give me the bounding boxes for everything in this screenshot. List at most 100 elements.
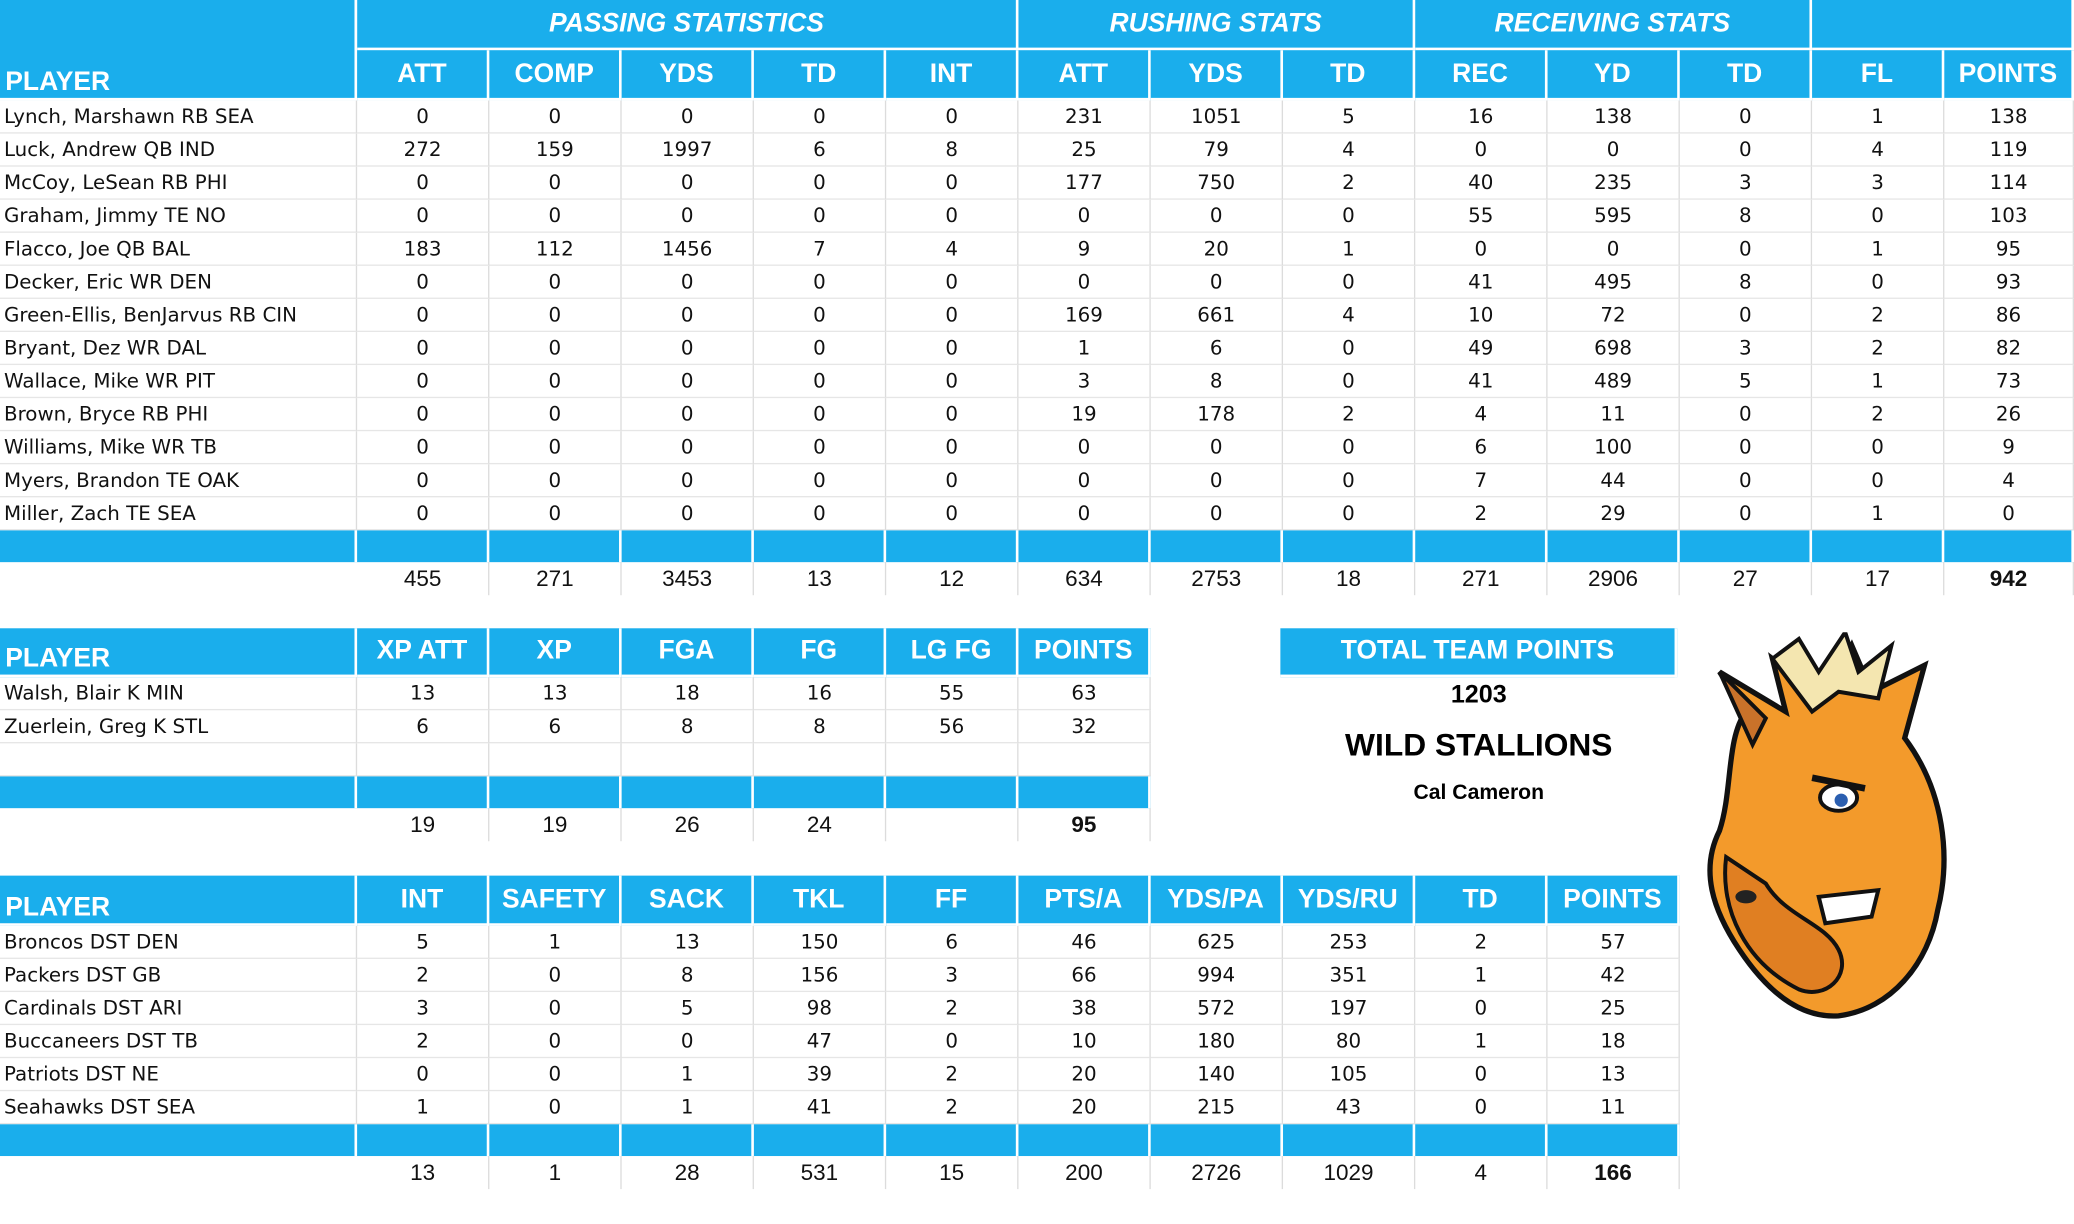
stat-cell: 0 (1679, 100, 1813, 134)
player-name: Bryant, Dez WR DAL (0, 331, 358, 366)
blue-bar (489, 1124, 622, 1157)
stat-cell: 0 (621, 398, 754, 432)
stat-cell: 3 (1679, 166, 1813, 200)
stat-cell: 0 (753, 199, 887, 233)
stat-cell: 82 (1944, 331, 2074, 366)
total-cell: 531 (754, 1156, 887, 1190)
stat-cell: 156 (753, 958, 887, 993)
stat-cell: 57 (1547, 925, 1680, 959)
stat-cell: 8 (1679, 199, 1813, 233)
stat-cell: 661 (1150, 298, 1284, 332)
stat-cell: 44 (1547, 464, 1680, 498)
stat-cell: 1456 (621, 232, 754, 266)
stat-cell: 183 (357, 232, 490, 266)
stat-cell: 0 (1415, 133, 1548, 167)
total-cell: 3453 (622, 562, 754, 596)
team-name: WILD STALLIONS (1345, 727, 1613, 764)
stat-cell: 6 (753, 133, 887, 167)
total-cell: 1029 (1283, 1156, 1416, 1190)
stat-cell: 0 (357, 1058, 490, 1092)
stat-cell: 0 (1679, 431, 1813, 465)
empty-cell (753, 743, 887, 777)
blue-bar (1547, 1124, 1680, 1157)
blue-bar (1283, 1124, 1416, 1157)
stat-cell: 72 (1547, 298, 1680, 332)
stat-cell: 20 (1018, 1091, 1151, 1125)
stat-cell: 1 (1812, 365, 1945, 399)
blue-bar (0, 1124, 358, 1157)
total-cell: 15 (886, 1156, 1019, 1190)
stat-cell: 5 (1679, 365, 1813, 399)
empty-cell (357, 743, 490, 777)
stat-cell: 0 (753, 398, 887, 432)
blue-bar (621, 1124, 754, 1157)
column-header: TKL (753, 875, 887, 926)
total-cell: 942 (1944, 562, 2074, 596)
total-cell: 28 (622, 1156, 754, 1190)
stat-cell: 13 (357, 677, 490, 711)
player-name: Patriots DST NE (0, 1058, 358, 1092)
stat-cell: 0 (886, 100, 1019, 134)
stat-cell: 0 (621, 464, 754, 498)
stat-cell: 114 (1944, 166, 2074, 200)
column-header: TD (753, 50, 887, 101)
player-name: Graham, Jimmy TE NO (0, 199, 358, 233)
group-header: PASSING STATISTICS (357, 0, 1019, 51)
stat-cell: 0 (1283, 331, 1416, 366)
stat-cell: 1 (1018, 331, 1151, 366)
column-header: FG (753, 628, 887, 678)
player-name: Lynch, Marshawn RB SEA (0, 100, 358, 134)
player-name: Green-Ellis, BenJarvus RB CIN (0, 298, 358, 332)
stat-cell: 0 (1283, 497, 1416, 531)
stat-cell: 0 (1018, 497, 1151, 531)
stat-cell: 0 (489, 398, 622, 432)
stat-cell: 0 (1679, 497, 1813, 531)
stat-cell: 177 (1018, 166, 1151, 200)
player-name: Buccaneers DST TB (0, 1025, 358, 1059)
stat-cell: 0 (886, 199, 1019, 233)
player-name: McCoy, LeSean RB PHI (0, 166, 358, 200)
column-header: FL (1812, 50, 1945, 101)
blue-bar (886, 530, 1019, 563)
stat-cell: 100 (1547, 431, 1680, 465)
stat-cell: 0 (621, 431, 754, 465)
empty-cell (886, 743, 1019, 777)
blue-bar (357, 776, 490, 809)
stat-cell: 20 (1018, 1058, 1151, 1092)
stat-cell: 2 (1415, 497, 1548, 531)
blue-bar (753, 530, 887, 563)
stat-cell: 32 (1018, 710, 1151, 744)
blue-bar (357, 530, 490, 563)
stat-cell: 0 (1415, 1091, 1548, 1125)
blue-bar (1944, 530, 2074, 563)
blue-bar (753, 1124, 887, 1157)
column-header: PLAYER (0, 875, 358, 926)
stat-cell: 0 (1283, 199, 1416, 233)
stat-cell: 0 (1018, 265, 1151, 299)
column-header: INT (357, 875, 490, 926)
stat-cell: 6 (489, 710, 622, 744)
column-header: ATT (357, 50, 490, 101)
stat-cell: 0 (753, 298, 887, 332)
stat-cell: 0 (1415, 232, 1548, 266)
stat-cell: 0 (1679, 133, 1813, 167)
stat-cell: 41 (753, 1091, 887, 1125)
stat-cell: 235 (1547, 166, 1680, 200)
stat-cell: 4 (1283, 133, 1416, 167)
player-name: Packers DST GB (0, 958, 358, 993)
player-name: Cardinals DST ARI (0, 992, 358, 1026)
stat-cell: 119 (1944, 133, 2074, 167)
column-header: YDS (621, 50, 754, 101)
stat-cell: 0 (621, 331, 754, 366)
stat-cell: 3 (357, 992, 490, 1026)
total-cell: 27 (1680, 562, 1813, 596)
blue-bar (1812, 530, 1945, 563)
stat-cell: 0 (886, 298, 1019, 332)
stat-cell: 0 (1547, 232, 1680, 266)
stat-cell: 0 (886, 497, 1019, 531)
stat-cell: 95 (1944, 232, 2074, 266)
stat-cell: 272 (357, 133, 490, 167)
total-cell: 2726 (1151, 1156, 1284, 1190)
stat-cell: 0 (886, 265, 1019, 299)
stat-cell: 0 (357, 398, 490, 432)
